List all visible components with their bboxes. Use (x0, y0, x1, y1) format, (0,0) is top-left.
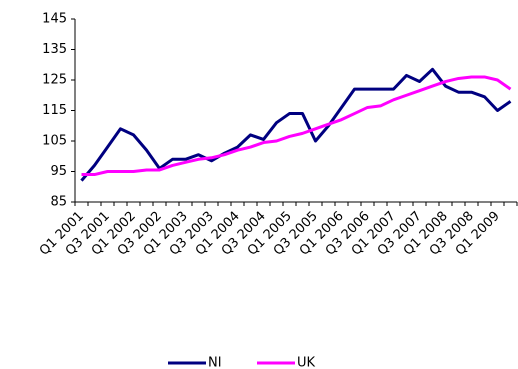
y-tick-label: 115 (42, 103, 67, 118)
y-tick-label: 105 (42, 134, 67, 149)
y-tick-label: 145 (42, 12, 67, 27)
legend-label: NI (208, 356, 222, 369)
y-tick-label: 85 (50, 195, 67, 210)
y-tick-label: 125 (42, 73, 67, 88)
y-tick-label: 135 (42, 42, 67, 57)
legend-label: UK (297, 356, 316, 369)
y-tick-label: 95 (50, 164, 67, 179)
series-line (80, 67, 512, 182)
series-line (81, 75, 512, 177)
